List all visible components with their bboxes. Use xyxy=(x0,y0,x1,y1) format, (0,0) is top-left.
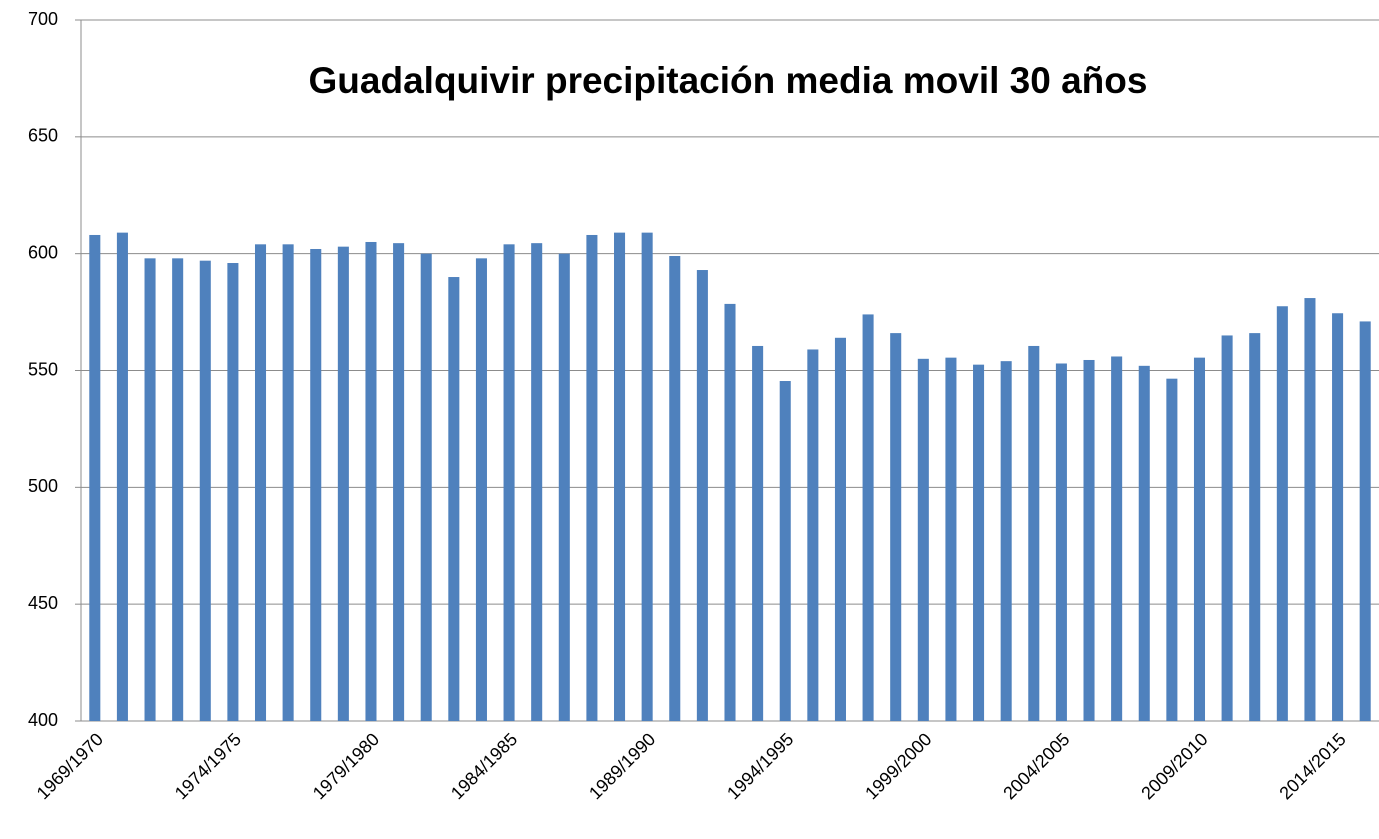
y-tick-label: 550 xyxy=(28,359,58,379)
x-tick-label: 2009/2010 xyxy=(1137,729,1211,803)
bar xyxy=(1000,361,1012,721)
bar xyxy=(917,358,929,721)
bar xyxy=(503,244,515,721)
bar xyxy=(1111,356,1123,721)
bar xyxy=(365,241,377,721)
bar xyxy=(1304,298,1316,721)
bar xyxy=(752,345,764,721)
bar xyxy=(1359,321,1371,721)
bar xyxy=(669,256,681,721)
chart-title: Guadalquivir precipitación media movil 3… xyxy=(309,60,1148,101)
bar xyxy=(1249,333,1261,721)
x-tick-label: 1989/1990 xyxy=(585,729,659,803)
y-tick-label: 400 xyxy=(28,710,58,730)
bar xyxy=(199,260,211,721)
bar xyxy=(945,357,957,721)
bar xyxy=(1193,357,1206,721)
bar xyxy=(586,234,598,721)
x-tick-label: 1984/1985 xyxy=(447,729,521,803)
bar xyxy=(89,234,101,721)
bar xyxy=(779,381,791,721)
y-tick-label: 650 xyxy=(28,126,58,146)
bar xyxy=(1276,306,1288,721)
bar xyxy=(696,270,708,721)
bar xyxy=(172,258,184,721)
bar xyxy=(420,253,432,721)
x-tick-label: 1999/2000 xyxy=(861,729,935,803)
x-tick-label: 2004/2005 xyxy=(999,729,1073,803)
bar xyxy=(531,243,543,721)
bar xyxy=(558,253,570,721)
bar xyxy=(1055,363,1067,721)
y-tick-label: 700 xyxy=(28,9,58,29)
bar xyxy=(475,258,487,721)
bar xyxy=(116,232,128,722)
bar xyxy=(890,333,902,721)
bar xyxy=(1221,335,1233,721)
bar xyxy=(641,232,653,722)
x-tick-label: 2014/2015 xyxy=(1275,729,1349,803)
bar xyxy=(1028,345,1040,721)
bar xyxy=(254,244,267,721)
bar xyxy=(862,314,874,721)
bar xyxy=(337,246,349,721)
bar xyxy=(1332,313,1344,721)
x-tick-label: 1994/1995 xyxy=(723,729,797,803)
bar xyxy=(393,243,405,721)
x-tick-label: 1979/1980 xyxy=(309,729,383,803)
y-tick-label: 600 xyxy=(28,242,58,262)
x-tick-label: 1974/1975 xyxy=(171,729,245,803)
bar xyxy=(1138,365,1150,721)
bar xyxy=(1166,378,1178,721)
bar xyxy=(144,258,156,721)
bar xyxy=(310,248,322,721)
bar xyxy=(834,337,846,721)
bar xyxy=(724,303,736,721)
bar xyxy=(1083,359,1095,721)
bar xyxy=(807,349,819,721)
y-tick-label: 450 xyxy=(28,593,58,613)
bar xyxy=(448,277,460,721)
bar xyxy=(973,364,985,721)
y-tick-label: 500 xyxy=(28,476,58,496)
x-tick-label: 1969/1970 xyxy=(33,729,107,803)
bar xyxy=(282,244,294,721)
bar xyxy=(227,263,239,721)
bar xyxy=(614,232,626,722)
